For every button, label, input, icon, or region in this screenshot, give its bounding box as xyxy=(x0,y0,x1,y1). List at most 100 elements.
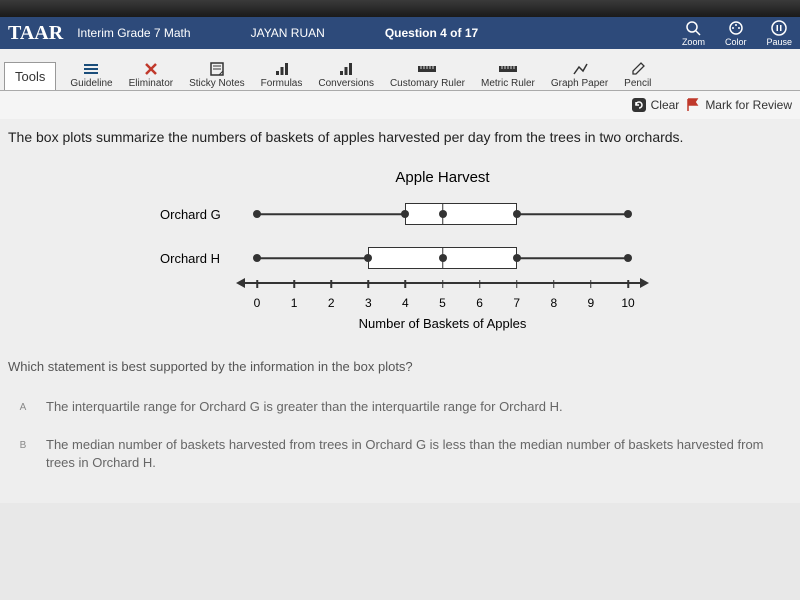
tick-label: 9 xyxy=(588,296,595,310)
tick xyxy=(553,280,555,288)
answer-text: The interquartile range for Orchard G is… xyxy=(46,398,563,416)
max-dot xyxy=(624,254,632,262)
tool-label: Formulas xyxy=(261,78,303,89)
clear-button[interactable]: Clear xyxy=(631,97,680,113)
tool-label: Metric Ruler xyxy=(481,78,535,89)
tool-label: Conversions xyxy=(318,78,374,89)
logo: TAAR xyxy=(8,22,63,45)
question-content: The box plots summarize the numbers of b… xyxy=(0,119,800,503)
answer-option-a[interactable]: A The interquartile range for Orchard G i… xyxy=(8,398,792,416)
boxplot-label: Orchard H xyxy=(160,251,245,266)
tick xyxy=(405,280,407,288)
tool-label: Eliminator xyxy=(129,78,173,89)
whisker xyxy=(517,213,628,215)
tick xyxy=(479,280,481,288)
tick-label: 5 xyxy=(439,296,446,310)
tool-label: Guideline xyxy=(70,78,112,89)
tick-label: 7 xyxy=(513,296,520,310)
whisker xyxy=(517,257,628,259)
tool-graph_paper[interactable]: Graph Paper xyxy=(543,59,616,90)
median-dot xyxy=(439,254,447,262)
boxplot-row-1: Orchard H xyxy=(160,238,640,278)
tool-cust_ruler[interactable]: Customary Ruler xyxy=(382,59,473,90)
box xyxy=(405,203,516,225)
clear-label: Clear xyxy=(651,98,680,112)
mark-review-button[interactable]: Mark for Review xyxy=(685,97,792,113)
tick xyxy=(330,280,332,288)
answer-text: The median number of baskets harvested f… xyxy=(46,436,786,472)
tick xyxy=(256,280,258,288)
min-dot xyxy=(253,254,261,262)
graph_paper-icon xyxy=(571,60,589,78)
q1-dot xyxy=(364,254,372,262)
tool-conversions[interactable]: Conversions xyxy=(310,59,382,90)
tool-label: Graph Paper xyxy=(551,78,608,89)
zoom-button[interactable]: Zoom xyxy=(682,20,705,47)
tick-label: 6 xyxy=(476,296,483,310)
answer-letter: B xyxy=(14,436,32,454)
tool-metric_ruler[interactable]: Metric Ruler xyxy=(473,59,543,90)
answer-letter: A xyxy=(14,398,32,416)
window-top-bar xyxy=(0,0,800,17)
tick-label: 2 xyxy=(328,296,335,310)
tool-eliminator[interactable]: Eliminator xyxy=(121,59,181,90)
whisker xyxy=(257,213,405,215)
conversions-icon xyxy=(337,60,355,78)
undo-icon xyxy=(631,97,647,113)
cust_ruler-icon xyxy=(417,60,437,78)
followup-question: Which statement is best supported by the… xyxy=(8,359,792,374)
tool-formulas[interactable]: Formulas xyxy=(253,59,311,90)
q3-dot xyxy=(513,210,521,218)
toolbar: Tools Guideline Eliminator Sticky Notes For… xyxy=(0,49,800,91)
tool-pencil[interactable]: Pencil xyxy=(616,59,659,90)
pause-icon xyxy=(771,20,787,36)
q1-dot xyxy=(401,210,409,218)
answer-option-b[interactable]: B The median number of baskets harvested … xyxy=(8,436,792,472)
max-dot xyxy=(624,210,632,218)
boxplot-area xyxy=(245,199,640,229)
tool-label: Sticky Notes xyxy=(189,78,245,89)
metric_ruler-icon xyxy=(498,60,518,78)
q3-dot xyxy=(513,254,521,262)
guideline-icon xyxy=(82,60,100,78)
tools-tab[interactable]: Tools xyxy=(4,62,56,90)
question-counter: Question 4 of 17 xyxy=(385,26,478,40)
color-button[interactable]: Color xyxy=(725,20,747,47)
mark-label: Mark for Review xyxy=(705,98,792,112)
tick-label: 4 xyxy=(402,296,409,310)
boxplot-row-0: Orchard G xyxy=(160,194,640,234)
boxplot-label: Orchard G xyxy=(160,207,245,222)
flag-icon xyxy=(685,97,701,113)
tick-label: 0 xyxy=(254,296,261,310)
chart-title: Apple Harvest xyxy=(245,169,640,186)
pause-label: Pause xyxy=(766,37,792,47)
boxplot-area xyxy=(245,243,640,273)
palette-icon xyxy=(728,20,744,36)
action-bar: Clear Mark for Review xyxy=(0,91,800,119)
pause-button[interactable]: Pause xyxy=(766,20,792,47)
student-name: JAYAN RUAN xyxy=(251,26,325,40)
tick-label: 10 xyxy=(621,296,634,310)
whisker xyxy=(257,257,368,259)
tick xyxy=(293,280,295,288)
tool-guideline[interactable]: Guideline xyxy=(62,59,120,90)
eliminator-icon xyxy=(143,60,159,78)
min-dot xyxy=(253,210,261,218)
pencil-icon xyxy=(630,60,646,78)
tick xyxy=(590,280,592,288)
tick xyxy=(516,280,518,288)
median-dot xyxy=(439,210,447,218)
axis-label: Number of Baskets of Apples xyxy=(245,316,640,331)
tool-label: Customary Ruler xyxy=(390,78,465,89)
tick xyxy=(442,280,444,288)
magnifier-icon xyxy=(685,20,701,36)
tick xyxy=(627,280,629,288)
tool-label: Pencil xyxy=(624,78,651,89)
tick-label: 1 xyxy=(291,296,298,310)
tick-label: 8 xyxy=(550,296,557,310)
tick xyxy=(368,280,370,288)
tool-sticky[interactable]: Sticky Notes xyxy=(181,59,253,90)
tick-label: 3 xyxy=(365,296,372,310)
sticky-icon xyxy=(209,60,225,78)
zoom-label: Zoom xyxy=(682,37,705,47)
